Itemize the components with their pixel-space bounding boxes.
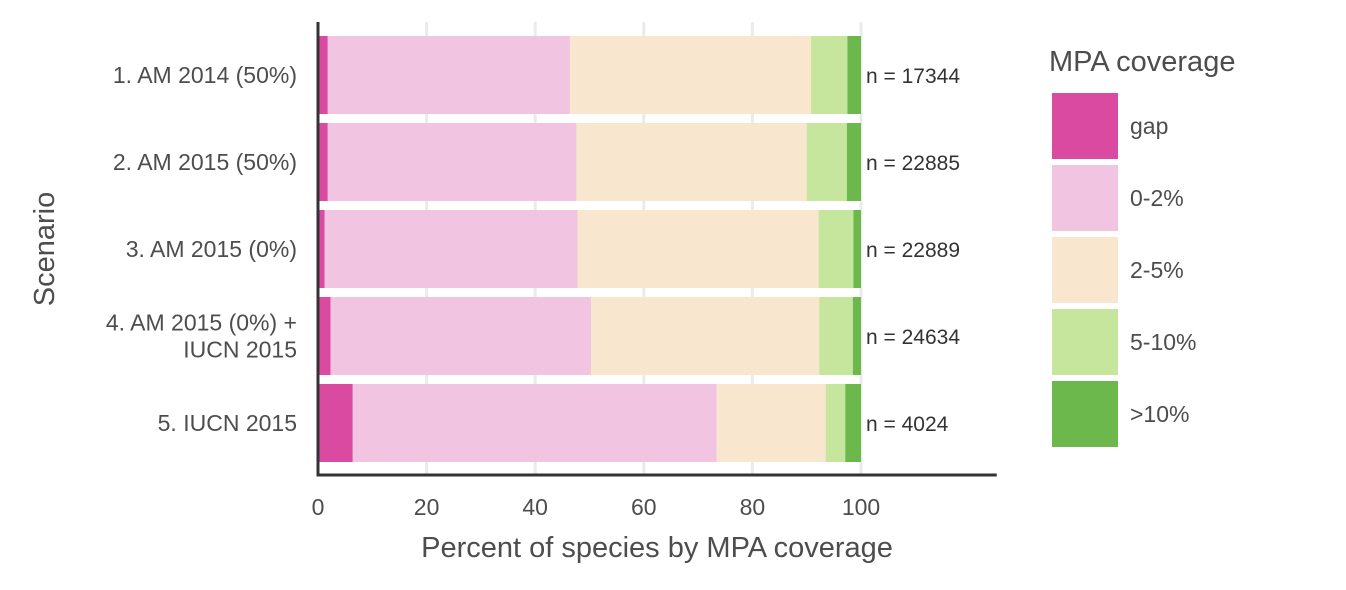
n-annotation: n = 4024 [866, 413, 949, 436]
legend-key [1052, 165, 1118, 231]
n-annotation: n = 17344 [866, 65, 960, 88]
bar-segment-gap [318, 36, 328, 114]
bar-segment-5-10 [825, 384, 846, 462]
y-axis-title: Scenario [29, 192, 61, 306]
y-tick-label: 2. AM 2015 (50%) [113, 149, 297, 175]
y-tick-label-line: 4. AM 2015 (0%) + [106, 310, 297, 336]
bar-segment-2-5 [576, 123, 807, 201]
bar-segment-0-2 [330, 297, 592, 375]
bar-segment-10 [852, 297, 861, 375]
legend-label: 5-10% [1130, 329, 1196, 355]
y-tick-label-line: IUCN 2015 [183, 337, 297, 363]
x-tick-label: 0 [312, 494, 325, 520]
y-tick-label: 5. IUCN 2015 [158, 410, 297, 436]
bar-segment-0-2 [327, 36, 570, 114]
bar-segment-5-10 [818, 210, 854, 288]
bar-segment-2-5 [591, 297, 820, 375]
y-tick-label-line: 2. AM 2015 (50%) [113, 149, 297, 175]
n-annotations: n = 17344 n = 22885 n = 22889 n = 24634 n = … [866, 65, 960, 436]
legend-key [1052, 237, 1118, 303]
x-tick-label: 80 [740, 494, 766, 520]
y-tick-labels: 1. AM 2014 (50%) 2. AM 2015 (50%) 3. AM 20… [106, 62, 297, 436]
bar-segment-10 [847, 36, 861, 114]
y-tick-label-line: 5. IUCN 2015 [158, 410, 297, 436]
bar-segment-gap [318, 210, 325, 288]
bar-segment-0-2 [352, 384, 717, 462]
legend-title: MPA coverage [1049, 46, 1235, 78]
bar-segment-gap [318, 297, 331, 375]
legend-label: 0-2% [1130, 185, 1184, 211]
bar-segment-5-10 [811, 36, 848, 114]
legend-label: 2-5% [1130, 257, 1184, 283]
x-tick-labels: 0 20 40 60 80 100 [312, 494, 881, 520]
y-tick-label: 4. AM 2015 (0%) + IUCN 2015 [106, 310, 297, 363]
y-tick-label-line: 3. AM 2015 (0%) [126, 236, 297, 262]
y-tick-label: 1. AM 2014 (50%) [113, 62, 297, 88]
legend-key [1052, 381, 1118, 447]
x-tick-label: 60 [631, 494, 657, 520]
bar-segment-0-2 [324, 210, 578, 288]
x-tick-label: 20 [414, 494, 440, 520]
bar-segment-10 [845, 384, 861, 462]
bar-segment-2-5 [569, 36, 812, 114]
legend-label: >10% [1130, 401, 1189, 427]
bar-segment-10 [846, 123, 861, 201]
x-tick-label: 40 [522, 494, 548, 520]
bar-segment-10 [853, 210, 861, 288]
legend-label: gap [1130, 113, 1168, 139]
y-tick-label: 3. AM 2015 (0%) [126, 236, 297, 262]
bar-segment-gap [318, 384, 353, 462]
n-annotation: n = 22889 [866, 239, 960, 262]
axes [316, 22, 997, 477]
x-axis-title: Percent of species by MPA coverage [421, 532, 893, 564]
bars [318, 36, 861, 462]
legend: MPA coverage gap 0-2% 2-5% 5-10% >10% [1049, 46, 1235, 447]
y-tick-label-line: 1. AM 2014 (50%) [113, 62, 297, 88]
bar-segment-0-2 [327, 123, 577, 201]
x-tick-label: 100 [842, 494, 880, 520]
bar-segment-2-5 [577, 210, 819, 288]
n-annotation: n = 22885 [866, 152, 960, 175]
legend-key [1052, 309, 1118, 375]
bar-segment-5-10 [806, 123, 847, 201]
bar-segment-2-5 [716, 384, 826, 462]
bar-segment-5-10 [819, 297, 853, 375]
bar-segment-gap [318, 123, 328, 201]
n-annotation: n = 24634 [866, 326, 960, 349]
legend-key [1052, 93, 1118, 159]
